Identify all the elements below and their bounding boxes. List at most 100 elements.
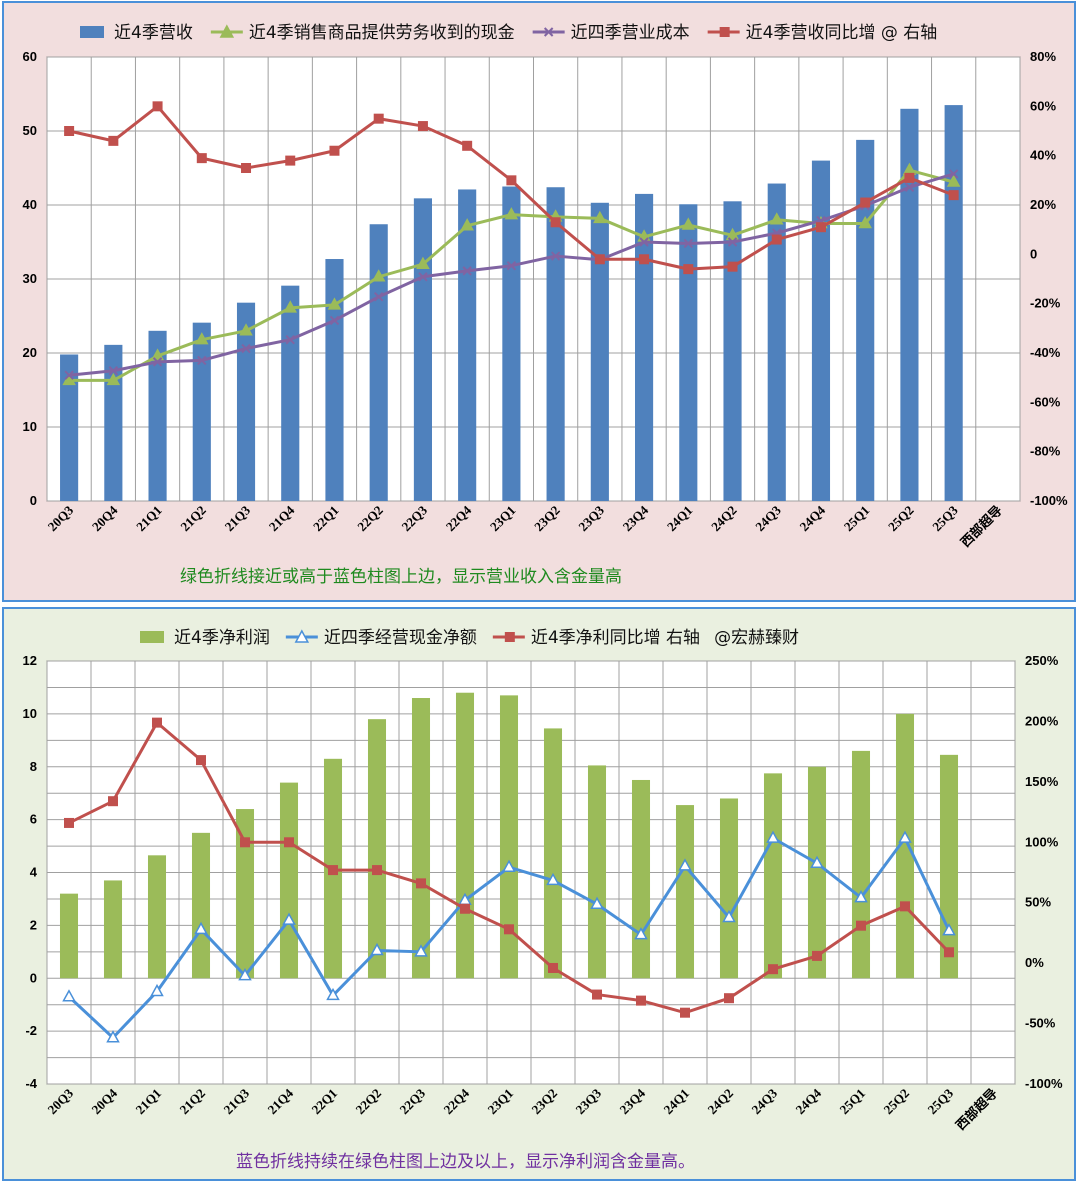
marker-triangle bbox=[150, 348, 165, 361]
x-tick-label: 21Q4 bbox=[265, 1085, 297, 1117]
marker-square bbox=[462, 140, 473, 151]
y-tick-left: 12 bbox=[23, 653, 37, 668]
marker-x bbox=[197, 355, 207, 366]
marker-square bbox=[196, 755, 206, 766]
marker-square bbox=[860, 197, 871, 208]
y-tick-left: -4 bbox=[25, 1076, 37, 1091]
x-tick-label: 24Q1 bbox=[664, 503, 696, 535]
marker-triangle bbox=[62, 989, 76, 1002]
marker-x bbox=[373, 292, 384, 302]
marker-x bbox=[506, 260, 517, 271]
bar bbox=[455, 692, 475, 979]
y-tick-right: 60% bbox=[1030, 98, 1056, 113]
x-tick-label: 25Q3 bbox=[925, 1085, 957, 1117]
x-tick-label: 23Q4 bbox=[620, 502, 652, 534]
bar bbox=[763, 773, 783, 979]
marker-triangle bbox=[502, 859, 516, 872]
y-tick-right: 80% bbox=[1030, 49, 1056, 64]
bar bbox=[944, 105, 963, 501]
marker-x bbox=[329, 315, 340, 326]
bar bbox=[235, 809, 255, 979]
y-tick-left: 60 bbox=[23, 49, 37, 64]
marker-triangle bbox=[634, 927, 648, 940]
marker-x bbox=[550, 251, 561, 261]
marker-square bbox=[152, 101, 163, 112]
y-tick-right: 40% bbox=[1030, 148, 1056, 163]
marker-square bbox=[196, 153, 207, 164]
marker-x bbox=[241, 343, 251, 354]
marker-square bbox=[152, 717, 162, 728]
marker-square bbox=[900, 901, 910, 912]
y-tick-left: 20 bbox=[23, 345, 37, 360]
bar bbox=[458, 189, 477, 501]
x-tick-label: 24Q2 bbox=[708, 503, 740, 535]
y-tick-right: 200% bbox=[1025, 713, 1059, 728]
marker-square bbox=[64, 126, 75, 136]
marker-square bbox=[594, 254, 605, 265]
marker-x bbox=[639, 237, 649, 247]
x-tick-label: 21Q3 bbox=[221, 1085, 253, 1117]
bar bbox=[325, 259, 344, 501]
x-tick-label: 24Q4 bbox=[797, 502, 829, 534]
marker-triangle bbox=[678, 858, 692, 871]
legend-label: 近4季销售商品提供劳务收到的现金 bbox=[249, 23, 515, 43]
marker-square bbox=[285, 155, 296, 166]
bar bbox=[546, 187, 565, 502]
marker-square bbox=[636, 995, 646, 1006]
marker-triangle bbox=[62, 372, 76, 386]
x-tick-label: 21Q1 bbox=[133, 503, 165, 535]
marker-triangle bbox=[326, 987, 340, 1001]
y-tick-left: 0 bbox=[30, 970, 37, 985]
marker-triangle bbox=[590, 896, 604, 909]
marker-square bbox=[815, 222, 826, 233]
bar bbox=[499, 695, 519, 979]
bar bbox=[767, 183, 786, 502]
marker-x bbox=[108, 366, 119, 376]
legend-marker bbox=[219, 24, 235, 38]
marker-triangle bbox=[722, 909, 736, 923]
bar bbox=[679, 204, 698, 501]
marker-square bbox=[948, 190, 959, 201]
x-tick-label: 20Q3 bbox=[45, 1085, 77, 1117]
x-tick-label: 22Q2 bbox=[354, 503, 386, 535]
marker-triangle bbox=[414, 944, 428, 957]
marker-triangle bbox=[283, 300, 298, 313]
x-tick-label: 24Q2 bbox=[705, 1086, 737, 1118]
x-tick-label: 22Q4 bbox=[443, 502, 475, 534]
x-tick-label: 24Q4 bbox=[793, 1085, 825, 1117]
y-tick-left: 0 bbox=[30, 493, 37, 508]
marker-triangle bbox=[239, 323, 253, 336]
bar bbox=[719, 798, 739, 979]
legend-label: 近四季经营现金净额 bbox=[324, 628, 477, 648]
bar bbox=[413, 198, 432, 501]
marker-x bbox=[948, 169, 959, 179]
x-tick-label: 24Q3 bbox=[752, 502, 784, 534]
bar bbox=[369, 224, 388, 502]
bar bbox=[675, 805, 695, 979]
y-tick-left: 2 bbox=[30, 917, 37, 932]
marker-x bbox=[462, 266, 472, 276]
marker-x bbox=[683, 238, 694, 249]
y-tick-right: -80% bbox=[1030, 444, 1061, 459]
marker-square bbox=[680, 1007, 690, 1018]
bar bbox=[590, 202, 609, 501]
marker-triangle bbox=[106, 1030, 120, 1043]
chart-caption: 蓝色折线持续在绿色柱图上边及以上，显示净利润含金量高。 bbox=[236, 1152, 695, 1172]
bar bbox=[723, 201, 742, 502]
y-tick-right: 100% bbox=[1025, 834, 1059, 849]
y-tick-left: -2 bbox=[25, 1023, 37, 1038]
marker-square bbox=[373, 113, 384, 124]
legend-swatch bbox=[140, 631, 164, 643]
marker-square bbox=[64, 817, 74, 828]
bar bbox=[148, 330, 167, 501]
marker-triangle bbox=[150, 983, 164, 997]
marker-square bbox=[944, 947, 954, 958]
y-tick-right: 50% bbox=[1025, 895, 1051, 910]
revenue-chart: 0 10 20 30 40 50 60 -100% -80% -60% -40% -20% 0 20% 40… bbox=[23, 23, 1068, 587]
x-tick-label: 20Q4 bbox=[89, 502, 121, 534]
bar bbox=[60, 354, 79, 501]
marker-square bbox=[329, 145, 340, 156]
bar bbox=[367, 719, 387, 979]
x-tick-label: 21Q4 bbox=[266, 502, 298, 534]
x-tick-label: 23Q4 bbox=[617, 1085, 649, 1117]
